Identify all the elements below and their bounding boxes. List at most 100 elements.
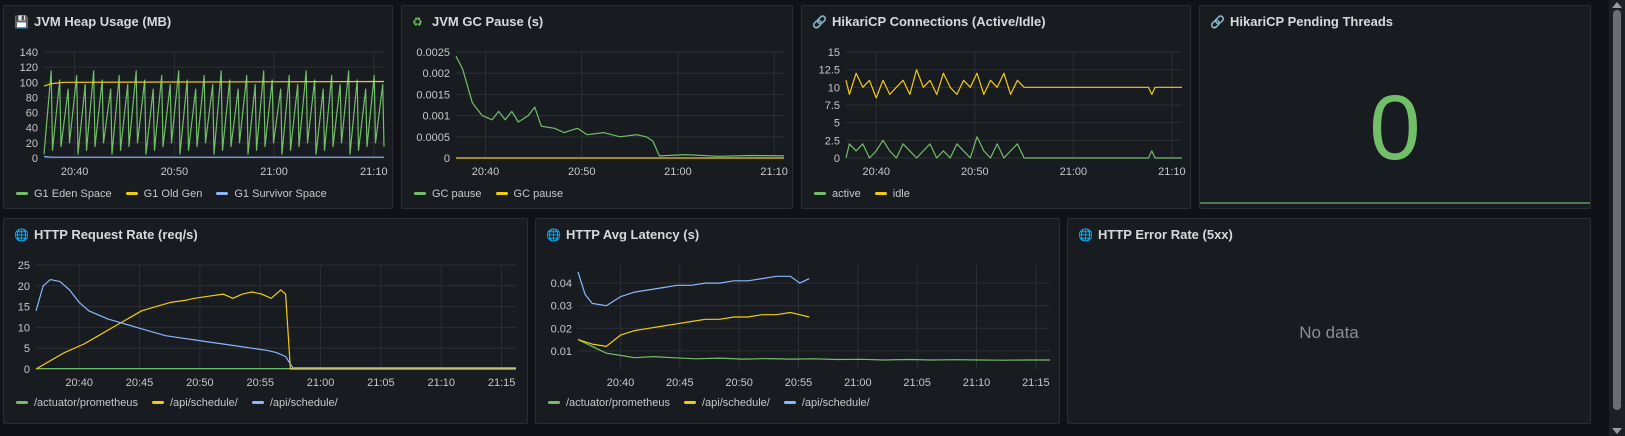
x-tick-label: 21:05 <box>367 377 395 389</box>
x-tick-label: 20:40 <box>862 166 890 178</box>
globe-icon: 🌐 <box>14 228 29 242</box>
series-line-0[interactable] <box>455 55 785 157</box>
link-icon: 🔗 <box>812 15 827 29</box>
panel-title[interactable]: 🔗 HikariCP Pending Threads <box>1210 14 1393 29</box>
series-line-1[interactable] <box>35 289 516 370</box>
x-tick-label: 20:40 <box>61 166 89 178</box>
y-tick-label: 140 <box>20 47 38 59</box>
legend-item[interactable]: active <box>814 188 861 200</box>
panel-jvm-gc-pause[interactable]: ♻ JVM GC Pause (s) 0.0025 0.002 0.0015 0.001… <box>401 5 793 209</box>
x-tick-label: 20:40 <box>607 377 635 389</box>
legend-swatch <box>216 191 229 195</box>
y-tick-label: 0.0025 <box>416 47 450 59</box>
legend-swatch <box>16 400 28 404</box>
legend-label: /actuator/prometheus <box>566 397 670 409</box>
x-tick-label: 20:50 <box>961 166 989 178</box>
scrollbar-thumb[interactable] <box>1613 10 1621 410</box>
x-tick-label: 20:45 <box>126 377 154 389</box>
panel-title-text: HTTP Error Rate (5xx) <box>1098 227 1233 242</box>
chart-latency: 0.04 0.03 0.02 0.01 20:40 20:45 20:50 20:55 21:0… <box>551 265 1050 389</box>
legend-swatch <box>814 191 826 195</box>
legend-label: active <box>832 188 861 200</box>
x-tick-label: 20:45 <box>666 377 694 389</box>
panel-hikaricp-pending-threads[interactable]: 🔗 HikariCP Pending Threads 0 <box>1199 5 1591 209</box>
legend-label: G1 Old Gen <box>143 188 203 200</box>
scroll-up-arrow-icon[interactable] <box>1612 2 1622 8</box>
panel-http-request-rate[interactable]: 🌐 HTTP Request Rate (req/s) 25 20 15 10 5 0 20:… <box>3 218 528 424</box>
legend-swatch <box>251 400 264 404</box>
x-tick-label: 20:50 <box>568 166 596 178</box>
series-line-2[interactable] <box>35 279 516 369</box>
panel-http-avg-latency[interactable]: 🌐 HTTP Avg Latency (s) 0.04 0.03 0.02 0.01 20… <box>535 218 1060 424</box>
legend-swatch <box>151 400 164 404</box>
series-line-2[interactable] <box>577 271 810 307</box>
legend-item[interactable]: G1 Eden Space <box>16 188 112 200</box>
y-tick-label: 0.03 <box>551 301 572 313</box>
panel-title[interactable]: ♻ JVM GC Pause (s) <box>412 14 543 29</box>
scroll-down-arrow-icon[interactable] <box>1612 428 1622 434</box>
y-tick-label: 0.0005 <box>416 132 450 144</box>
series-line-0[interactable] <box>577 339 1050 361</box>
panel-http-error-rate[interactable]: 🌐 HTTP Error Rate (5xx) No data <box>1067 218 1591 424</box>
legend-item[interactable]: GC pause <box>414 188 482 200</box>
y-tick-label: 5 <box>24 343 30 355</box>
legend-item[interactable]: /api/schedule/ <box>683 397 770 409</box>
y-tick-label: 0.0015 <box>416 89 450 101</box>
y-tick-label: 0 <box>32 153 38 165</box>
recycle-icon: ♻ <box>412 15 423 29</box>
legend-item[interactable]: /api/schedule/ <box>151 397 238 409</box>
legend-item[interactable]: idle <box>874 188 910 200</box>
y-tick-label: 20 <box>26 138 38 150</box>
panel-jvm-heap[interactable]: 💾 JVM Heap Usage (MB) 140 120 100 80 60 40 20 0 2… <box>3 5 393 209</box>
legend-item[interactable]: /actuator/prometheus <box>16 397 138 409</box>
legend: GC pause GC pause <box>414 188 577 200</box>
legend-item[interactable]: /api/schedule/ <box>251 397 338 409</box>
globe-icon: 🌐 <box>1078 228 1093 242</box>
legend-label: /api/schedule/ <box>169 397 238 409</box>
panel-title[interactable]: 🌐 HTTP Request Rate (req/s) <box>14 227 198 242</box>
panel-title[interactable]: 🌐 HTTP Error Rate (5xx) <box>1078 227 1233 242</box>
x-tick-label: 20:40 <box>65 377 93 389</box>
legend-item[interactable]: G1 Old Gen <box>125 188 203 200</box>
legend-label: GC pause <box>513 188 564 200</box>
x-tick-label: 21:15 <box>1022 377 1050 389</box>
legend-swatch <box>16 191 28 195</box>
y-tick-label: 15 <box>18 302 30 314</box>
legend-label: /actuator/prometheus <box>34 397 138 409</box>
legend: G1 Eden Space G1 Old Gen G1 Survivor Space <box>16 188 341 200</box>
x-tick-label: 20:40 <box>472 166 500 178</box>
legend-item[interactable]: /api/schedule/ <box>783 397 870 409</box>
legend-item[interactable]: GC pause <box>495 188 564 200</box>
legend-label: /api/schedule/ <box>801 397 870 409</box>
series-line-0[interactable] <box>43 70 385 155</box>
x-tick-label: 21:15 <box>488 377 516 389</box>
chart-hikari: 15 12.5 10 7.5 5 2.5 0 20:40 20:50 21:00 21:10 <box>819 47 1186 178</box>
series-line-2[interactable] <box>43 155 384 158</box>
panel-title[interactable]: 🔗 HikariCP Connections (Active/Idle) <box>812 14 1046 29</box>
series-line-1[interactable] <box>43 80 385 87</box>
legend-label: G1 Survivor Space <box>234 188 327 200</box>
legend-label: GC pause <box>432 188 482 200</box>
chart-gc: 0.0025 0.002 0.0015 0.001 0.0005 0 20:40 20:50 2… <box>416 47 788 178</box>
x-tick-label: 21:00 <box>260 166 288 178</box>
page-scrollbar[interactable] <box>1609 0 1625 436</box>
panel-hikaricp-connections[interactable]: 🔗 HikariCP Connections (Active/Idle) 15 12… <box>801 5 1191 209</box>
x-tick-label: 20:50 <box>186 377 214 389</box>
series-line-1[interactable] <box>577 311 810 347</box>
y-tick-label: 40 <box>26 123 38 135</box>
legend-item[interactable]: G1 Survivor Space <box>216 188 327 200</box>
y-tick-label: 15 <box>828 47 840 59</box>
legend-item[interactable]: /actuator/prometheus <box>548 397 670 409</box>
y-tick-label: 10 <box>18 322 30 334</box>
x-tick-label: 20:50 <box>725 377 753 389</box>
legend-label: /api/schedule/ <box>701 397 770 409</box>
series-line-0[interactable] <box>845 136 1182 159</box>
globe-icon: 🌐 <box>546 228 561 242</box>
y-tick-label: 7.5 <box>825 100 840 112</box>
panel-title[interactable]: 💾 JVM Heap Usage (MB) <box>14 14 171 29</box>
x-tick-label: 21:10 <box>427 377 455 389</box>
panel-title[interactable]: 🌐 HTTP Avg Latency (s) <box>546 227 699 242</box>
y-tick-label: 100 <box>20 77 38 89</box>
series-line-1[interactable] <box>845 69 1182 99</box>
y-tick-label: 2.5 <box>825 135 840 147</box>
